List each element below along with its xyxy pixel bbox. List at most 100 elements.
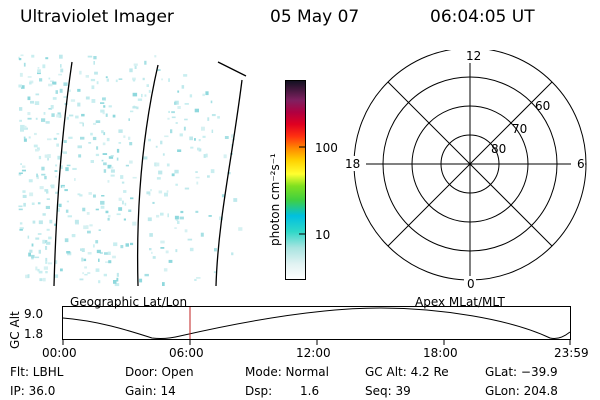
uv-speckle bbox=[57, 155, 62, 160]
uv-speckle bbox=[27, 112, 31, 116]
uv-speckle bbox=[35, 148, 39, 152]
uv-speckle bbox=[141, 93, 143, 98]
uv-speckle bbox=[174, 169, 179, 174]
uv-speckle bbox=[60, 68, 64, 73]
uv-speckle bbox=[56, 133, 60, 135]
uv-speckle bbox=[166, 163, 170, 167]
uv-speckle bbox=[60, 165, 63, 169]
uv-speckle bbox=[205, 91, 209, 96]
uv-speckle bbox=[22, 190, 26, 193]
uv-speckle bbox=[112, 114, 116, 118]
uv-speckle bbox=[82, 123, 84, 127]
uv-speckle bbox=[79, 194, 83, 197]
uv-speckle bbox=[103, 105, 106, 108]
uv-speckle bbox=[123, 218, 126, 221]
uv-speckle bbox=[27, 96, 31, 101]
uv-speckle bbox=[37, 69, 41, 73]
uv-speckle bbox=[23, 125, 27, 129]
uv-speckle bbox=[189, 136, 193, 141]
uv-speckle bbox=[103, 273, 107, 277]
uv-speckle bbox=[28, 252, 31, 257]
uv-speckle bbox=[184, 118, 188, 121]
seq-status: Seq: 39 bbox=[365, 384, 411, 398]
uv-speckle bbox=[77, 102, 81, 107]
uv-speckle bbox=[194, 138, 196, 141]
uv-speckle bbox=[208, 215, 212, 217]
uv-speckle bbox=[177, 106, 181, 109]
geographic-lat-lon-label: Geographic Lat/Lon bbox=[70, 295, 188, 309]
uv-speckle bbox=[129, 142, 133, 146]
uv-speckle bbox=[87, 252, 92, 255]
uv-speckle bbox=[129, 160, 133, 164]
uv-speckle bbox=[53, 137, 57, 140]
uv-speckle bbox=[85, 75, 89, 78]
uv-speckle bbox=[149, 233, 153, 237]
uv-speckle bbox=[183, 74, 188, 77]
uv-speckle bbox=[55, 164, 58, 167]
y-tick-1-8: 1.8 bbox=[24, 327, 44, 341]
uv-speckle bbox=[47, 154, 51, 158]
uv-speckle bbox=[79, 121, 84, 124]
uv-speckle bbox=[95, 268, 100, 272]
uv-speckle bbox=[128, 136, 131, 140]
uv-speckle bbox=[50, 80, 54, 82]
uv-speckle bbox=[82, 207, 86, 212]
uv-speckle bbox=[31, 243, 34, 247]
glon-status: GLon: 204.8 bbox=[485, 384, 558, 398]
uv-speckle bbox=[41, 173, 46, 176]
uv-speckle bbox=[84, 273, 88, 276]
uv-speckle bbox=[133, 105, 136, 109]
uv-speckle bbox=[19, 227, 24, 230]
uv-speckle bbox=[18, 84, 22, 88]
uv-speckle bbox=[108, 105, 112, 108]
uv-speckle bbox=[116, 277, 119, 282]
uv-speckle bbox=[44, 189, 49, 192]
uv-speckle bbox=[98, 258, 100, 262]
uv-speckle bbox=[45, 271, 48, 274]
uv-speckle bbox=[47, 157, 49, 161]
uv-speckle bbox=[106, 137, 110, 142]
uv-speckle bbox=[132, 92, 138, 97]
uv-speckle bbox=[45, 257, 48, 262]
uv-speckle bbox=[77, 145, 82, 149]
uv-speckle bbox=[175, 249, 178, 253]
uv-speckle bbox=[190, 146, 194, 149]
uv-speckle bbox=[66, 116, 69, 120]
uv-speckle bbox=[110, 174, 115, 177]
uv-speckle bbox=[161, 78, 163, 81]
uv-speckle bbox=[35, 237, 40, 240]
uv-speckle bbox=[149, 248, 152, 251]
uv-speckle bbox=[19, 229, 23, 231]
uv-speckle bbox=[187, 238, 193, 241]
uv-speckle bbox=[210, 100, 213, 104]
uv-speckle bbox=[107, 214, 111, 218]
uv-speckle bbox=[42, 213, 46, 216]
uv-speckle bbox=[168, 259, 173, 263]
uv-speckle bbox=[170, 129, 173, 134]
uv-speckle bbox=[31, 54, 35, 58]
uv-speckle bbox=[68, 89, 71, 92]
uv-speckle bbox=[45, 121, 50, 124]
uv-speckle bbox=[177, 149, 182, 152]
uv-speckle bbox=[238, 227, 243, 231]
uv-speckle bbox=[110, 166, 114, 169]
uv-speckle bbox=[102, 112, 105, 115]
uv-speckle bbox=[23, 62, 26, 67]
uv-speckle bbox=[35, 256, 40, 259]
uv-speckle bbox=[45, 261, 48, 264]
uv-speckle bbox=[210, 169, 215, 174]
uv-speckle bbox=[100, 102, 105, 104]
uv-speckle bbox=[81, 113, 85, 117]
uv-speckle bbox=[112, 255, 116, 259]
uv-speckle bbox=[93, 61, 95, 65]
uv-speckle bbox=[179, 216, 184, 220]
uv-speckle bbox=[116, 272, 119, 277]
time-label: 06:04:05 UT bbox=[430, 7, 535, 27]
uv-speckle bbox=[25, 274, 29, 279]
uv-speckle bbox=[87, 55, 93, 58]
uv-speckle bbox=[101, 159, 104, 162]
uv-speckle bbox=[94, 71, 98, 75]
uv-speckle bbox=[171, 173, 175, 177]
uv-speckle bbox=[100, 200, 105, 205]
ip-status: IP: 36.0 bbox=[10, 384, 56, 398]
